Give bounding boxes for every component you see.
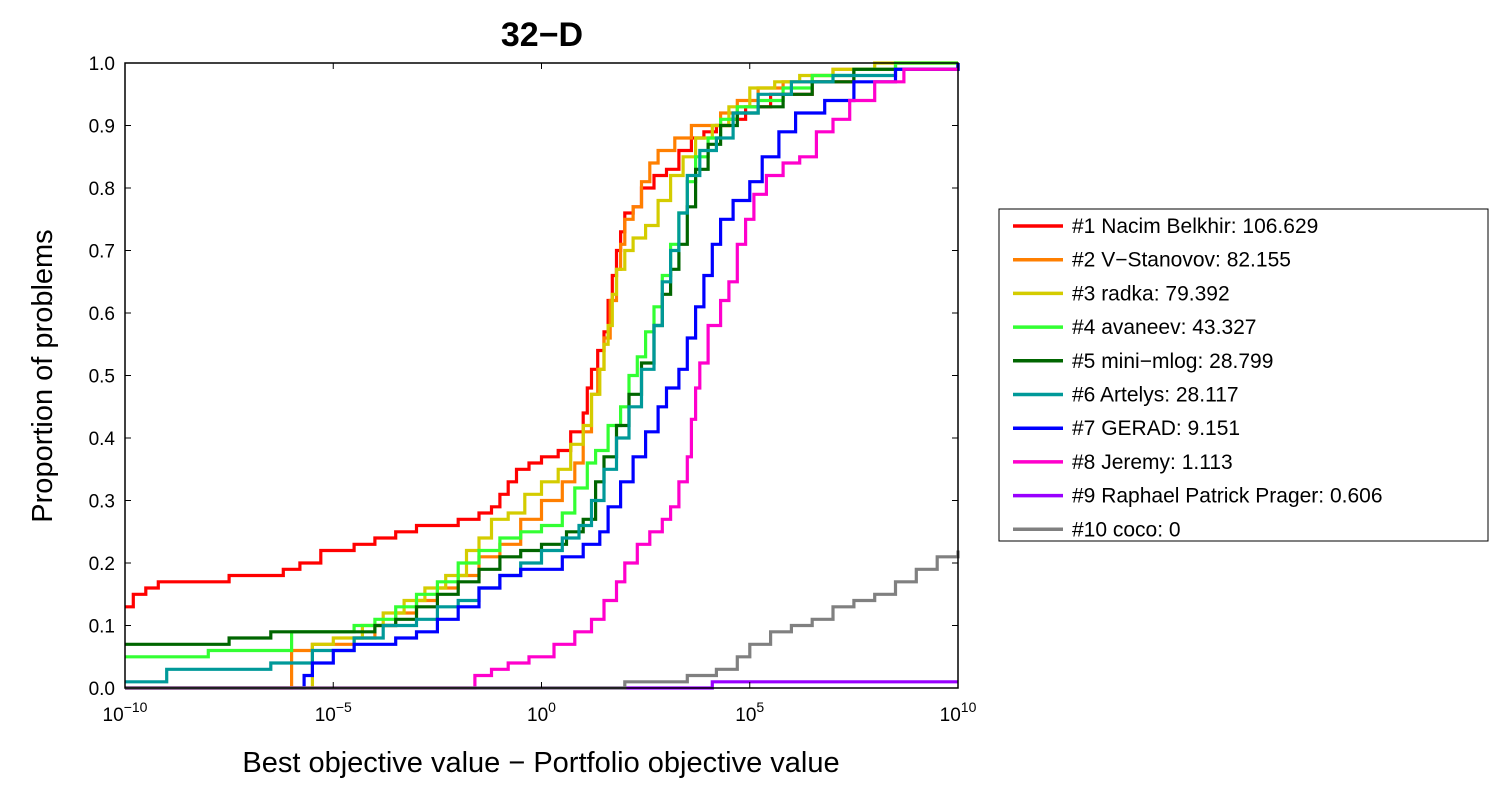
legend: #1 Nacim Belkhir: 106.629 #2 V−Stanovov: … [998, 208, 1489, 542]
legend-label-3: #3 radka: 79.392 [1072, 282, 1230, 305]
y-tick-label: 0.2 [89, 554, 115, 575]
legend-label-9: #9 Raphael Patrick Prager: 0.606 [1072, 485, 1383, 508]
series-line-2 [125, 61, 958, 690]
legend-label-10: #10 coco: 0 [1072, 518, 1181, 541]
y-tick-label: 0.3 [89, 492, 115, 513]
legend-label-6: #6 Artelys: 28.117 [1072, 384, 1239, 407]
y-tick-label: 1.0 [89, 54, 115, 75]
legend-box [998, 208, 1489, 542]
y-tick-label: 0.7 [89, 242, 115, 263]
x-tick-label: 100 [527, 699, 556, 726]
y-tick-label: 0.6 [89, 304, 115, 325]
y-tick-label: 0.0 [89, 679, 115, 700]
legend-label-1: #1 Nacim Belkhir: 106.629 [1072, 215, 1318, 238]
series-line-8 [125, 67, 958, 690]
x-tick-label: 105 [735, 699, 764, 726]
y-tick-label: 0.1 [89, 617, 115, 638]
x-tick-label: 1010 [940, 699, 977, 726]
series-line-10 [125, 550, 960, 690]
x-axis-title: Best objective value − Portfolio objecti… [242, 747, 839, 779]
y-tick-label: 0.8 [89, 179, 115, 200]
y-tick-label: 0.5 [89, 367, 115, 388]
chart-title: 32−D [501, 16, 583, 54]
legend-label-2: #2 V−Stanovov: 82.155 [1072, 249, 1291, 272]
y-tick-label: 0.4 [89, 429, 116, 450]
legend-label-5: #5 mini−mlog: 28.799 [1072, 350, 1273, 373]
series-line-3 [125, 61, 958, 690]
legend-label-7: #7 GERAD: 9.151 [1072, 417, 1240, 440]
y-tick-label: 0.9 [89, 117, 115, 138]
x-tick-label: 10−5 [315, 699, 352, 726]
y-axis-title: Proportion of problems [27, 229, 59, 522]
legend-label-4: #4 avaneev: 43.327 [1072, 316, 1257, 339]
legend-label-8: #8 Jeremy: 1.113 [1072, 451, 1233, 474]
series-line-6 [125, 63, 960, 684]
series-line-7 [125, 63, 960, 690]
plot-area-frame [124, 62, 959, 689]
series-layer [125, 61, 960, 690]
tick-layer: 0.0 0.1 0.2 0.3 0.4 0.5 0.6 0.7 0.8 0.9 1.0 10−10 10… [89, 54, 977, 726]
x-tick-label: 10−10 [103, 699, 148, 726]
